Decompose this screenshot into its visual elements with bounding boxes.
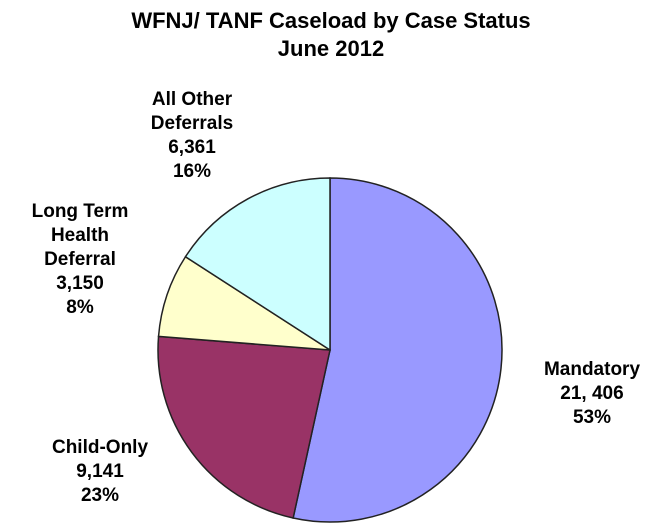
slice-label: All Other Deferrals 6,361 16%: [132, 88, 252, 184]
pie-slice: [184, 177, 331, 352]
value-label: 21, 406: [560, 383, 624, 404]
slice-label: Child-Only 9,141 23%: [45, 436, 155, 508]
value-label: 6,361: [168, 137, 216, 158]
percent-label: 23%: [80, 485, 120, 506]
chart-subtitle: June 2012: [277, 36, 385, 61]
value-label: 9,141: [76, 461, 124, 482]
chart-title: WFNJ/ TANF Caseload by Case Status: [131, 8, 531, 33]
category-label: All Other Deferrals: [150, 89, 234, 134]
pie-slice: [157, 335, 331, 519]
value-label: 3,150: [56, 273, 104, 294]
pie-slice: [292, 177, 503, 523]
category-label: Mandatory: [543, 359, 641, 380]
percent-label: 8%: [66, 297, 94, 318]
slice-label: Mandatory 21, 406 53%: [542, 358, 642, 430]
percent-label: 16%: [172, 161, 212, 182]
slice-label: Long Term Health Deferral 3,150 8%: [20, 200, 140, 320]
category-label: Child-Only: [51, 437, 149, 458]
category-label: Long Term Health Deferral: [31, 201, 129, 270]
percent-label: 53%: [572, 407, 612, 428]
